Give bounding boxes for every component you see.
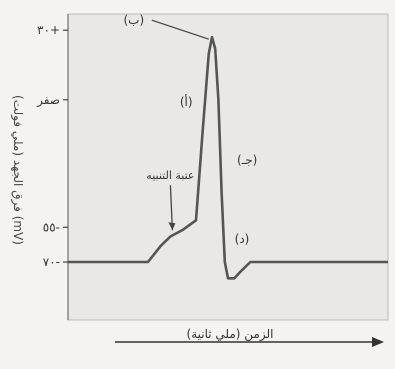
- y-tick-label: ٣٠+: [37, 23, 60, 37]
- y-tick-label: صفر: [36, 93, 60, 108]
- annotation-arrowhead-threshold: [168, 222, 176, 231]
- annotation-label-a: (أ): [180, 94, 193, 109]
- annotation-leader-threshold: [169, 185, 174, 231]
- annotation-leader-b: [151, 19, 210, 40]
- annotation-label-threshold: عتبة التنبيه: [146, 169, 194, 182]
- series-line: [68, 35, 388, 280]
- y-tick-label: ٧٠-: [43, 255, 60, 269]
- y-ticks: ٣٠+ صفر ٥٥- ٧٠-: [36, 23, 68, 269]
- annotation-label-b: (ب): [123, 13, 144, 27]
- y-tick-label: ٥٥-: [43, 220, 60, 234]
- annotations: (ب) (أ) (جـ) (د) عتبة التنبيه: [123, 13, 257, 246]
- plot-panel: [67, 13, 389, 321]
- x-axis-label: الزمن (ملي ثانية): [187, 327, 274, 342]
- x-axis-arrow-head: [372, 337, 384, 347]
- y-axis-label: فرق الجهد (ملي فولت) (mV): [10, 95, 25, 245]
- annotation-label-c: (جـ): [237, 153, 257, 167]
- annotation-label-d: (د): [235, 232, 250, 246]
